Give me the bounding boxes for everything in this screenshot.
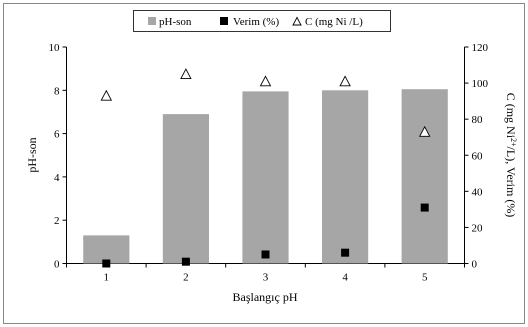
x-tick-label: 2 <box>183 272 189 284</box>
right-tick-label: 120 <box>472 42 489 54</box>
point-verim <box>102 259 111 268</box>
point-verim <box>181 257 190 266</box>
right-tick-label: 20 <box>472 222 484 234</box>
bar-ph-son <box>83 235 130 264</box>
bar-ph-son <box>242 91 289 264</box>
point-verim <box>341 248 350 257</box>
legend-box <box>133 10 391 32</box>
point-verim <box>261 250 270 259</box>
legend-swatch-triangle <box>292 16 302 26</box>
right-y-axis-title-superscript: 2+ <box>509 138 518 147</box>
x-tick-label: 5 <box>422 272 428 284</box>
bar-ph-son <box>322 90 369 264</box>
point-concentration <box>418 125 431 137</box>
right-tick-label: 80 <box>472 114 484 126</box>
x-axis-title: Başlangıç pH <box>233 290 298 304</box>
right-y-axis-title-part2: /L), Verim (%) <box>504 147 518 218</box>
right-y-axis-title-part1: C (mg Ni <box>504 93 518 139</box>
point-concentration <box>259 75 272 87</box>
legend-swatch-bar <box>148 17 156 25</box>
legend-label-ph-son: pH-son <box>159 16 192 28</box>
legend: pH-son Verim (%) C (mg Ni /L) <box>133 10 391 32</box>
legend-swatch-square <box>220 17 228 25</box>
x-tick-label: 1 <box>104 272 110 284</box>
left-tick-label: 0 <box>54 259 60 271</box>
left-tick-label: 4 <box>54 172 60 184</box>
right-tick-label: 60 <box>472 150 484 162</box>
markers <box>100 68 431 268</box>
right-tick-label: 100 <box>472 78 489 90</box>
left-tick-label: 8 <box>54 85 60 97</box>
right-tick-label: 40 <box>472 186 484 198</box>
left-tick-label: 6 <box>54 129 60 141</box>
legend-label-verim: Verim (%) <box>233 16 279 28</box>
bars <box>83 89 448 264</box>
bar-ph-son <box>401 89 448 264</box>
point-verim <box>420 203 429 212</box>
right-y-axis-title: C (mg Ni2+/L), Verim (%) <box>504 93 518 218</box>
x-tick-label: 3 <box>263 272 269 284</box>
right-tick-label: 0 <box>472 259 478 271</box>
point-concentration <box>339 75 351 87</box>
point-concentration <box>180 68 192 80</box>
left-tick-label: 10 <box>49 42 61 54</box>
left-y-axis-title: pH-son <box>25 137 39 172</box>
left-tick-label: 2 <box>54 215 60 227</box>
point-concentration <box>100 89 113 101</box>
legend-label-concentration: C (mg Ni /L) <box>305 16 363 28</box>
bar-ph-son <box>162 114 209 264</box>
x-tick-label: 4 <box>342 272 348 284</box>
